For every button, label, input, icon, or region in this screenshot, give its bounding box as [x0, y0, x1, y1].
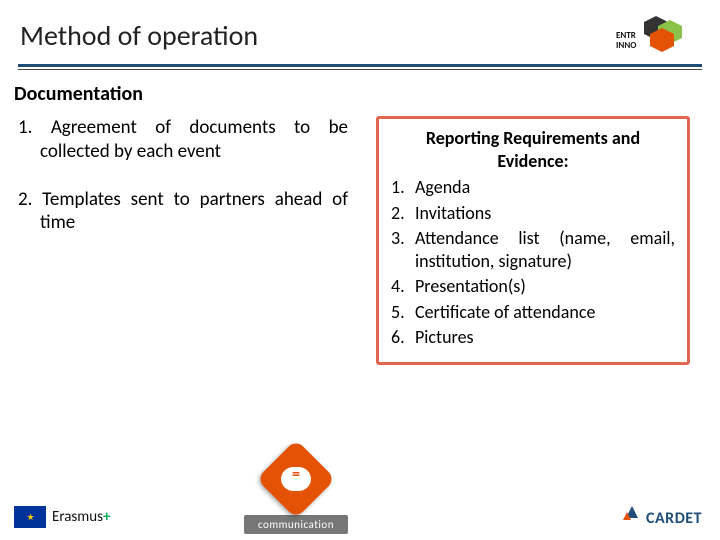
entrinno-logo: ENTR INNO [610, 14, 694, 56]
erasmus-text: Erasmus+ [52, 508, 111, 526]
req-text: Presentation(s) [415, 275, 675, 298]
cardet-logo: CARDET [622, 502, 702, 528]
speech-bubble-icon [256, 439, 335, 518]
cardet-mark-icon [622, 502, 640, 528]
left-item-1-num: 1. [18, 116, 32, 139]
footer: communication ★ Erasmus+ CARDET [0, 464, 720, 534]
svg-text:INNO: INNO [616, 40, 636, 51]
left-item-1-text: Agreement of documents to be collected b… [40, 116, 348, 163]
left-item-1: 1. Agreement of documents to be collecte… [18, 116, 348, 164]
req-text: Pictures [415, 326, 675, 349]
body: 1. Agreement of documents to be collecte… [0, 106, 720, 365]
right-column: Reporting Requirements and Evidence: 1.A… [376, 116, 690, 365]
cardet-text: CARDET [646, 509, 702, 528]
requirements-item: 4.Presentation(s) [391, 275, 675, 298]
req-text: Invitations [415, 202, 675, 225]
requirements-item: 1.Agenda [391, 176, 675, 199]
page-title: Method of operation [20, 18, 258, 53]
requirements-item: 5.Certificate of attendance [391, 301, 675, 324]
eu-flag-icon: ★ [14, 506, 46, 528]
req-num: 3. [391, 227, 415, 272]
requirements-box: Reporting Requirements and Evidence: 1.A… [376, 116, 690, 365]
left-item-2-text: Templates sent to partners ahead of time [40, 188, 348, 235]
requirements-item: 2.Invitations [391, 202, 675, 225]
req-num: 1. [391, 176, 415, 199]
req-num: 4. [391, 275, 415, 298]
divider-primary [18, 64, 702, 67]
requirements-item: 3.Attendance list (name, email, institut… [391, 227, 675, 272]
section-subheading: Documentation [0, 70, 720, 106]
erasmus-logo: ★ Erasmus+ [14, 506, 111, 528]
slide: Method of operation ENTR INNO Documentat… [0, 0, 720, 540]
req-num: 5. [391, 301, 415, 324]
req-text: Certificate of attendance [415, 301, 675, 324]
communication-badge: communication [236, 451, 356, 534]
req-text: Attendance list (name, email, institutio… [415, 227, 675, 272]
requirements-title: Reporting Requirements and Evidence: [391, 127, 675, 172]
erasmus-word: Erasmus [52, 508, 103, 526]
communication-label: communication [244, 515, 348, 534]
req-num: 6. [391, 326, 415, 349]
left-item-2-num: 2. [18, 188, 32, 211]
header: Method of operation ENTR INNO [0, 0, 720, 60]
requirements-list: 1.Agenda 2.Invitations 3.Attendance list… [391, 176, 675, 349]
erasmus-plus: + [103, 508, 110, 526]
req-num: 2. [391, 202, 415, 225]
requirements-item: 6.Pictures [391, 326, 675, 349]
left-item-2: 2. Templates sent to partners ahead of t… [18, 188, 348, 236]
left-column: 1. Agreement of documents to be collecte… [18, 116, 348, 365]
req-text: Agenda [415, 176, 675, 199]
